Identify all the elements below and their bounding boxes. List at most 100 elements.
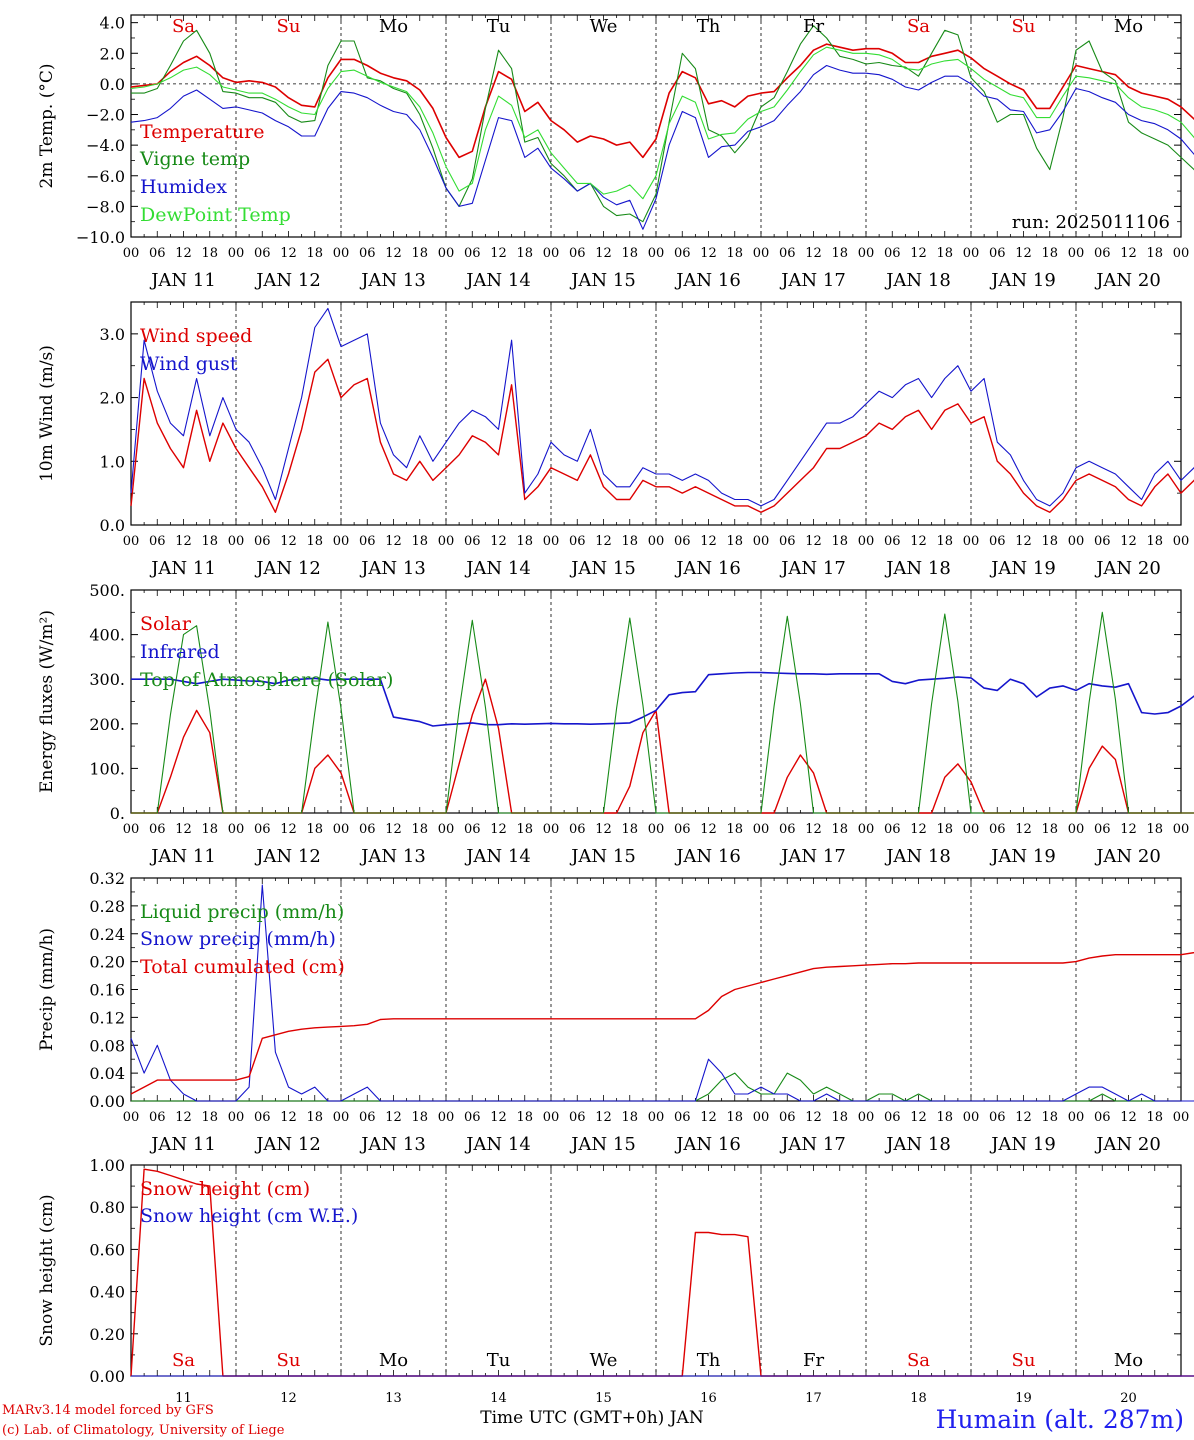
day-label: JAN 17: [779, 270, 846, 291]
panel-3: 0. 100. 200. 300. 400. 500. Energy fluxes (W/m…: [37, 581, 1194, 867]
day-label: JAN 18: [884, 558, 951, 579]
hour-tick-label: 06: [464, 246, 481, 261]
hour-tick-label: 12: [175, 534, 192, 549]
day-label: JAN 17: [779, 846, 846, 867]
weekday-label: Tu: [487, 1350, 511, 1371]
hour-tick-label: 12: [280, 822, 297, 837]
y-tick-label: 0.20: [89, 1325, 125, 1344]
day-label: JAN 11: [149, 1134, 216, 1155]
series-line: [130, 951, 1194, 1095]
hour-tick-label: 18: [1146, 246, 1163, 261]
hour-tick-label: 00: [333, 1110, 350, 1125]
day-number-label: 19: [1015, 1391, 1032, 1406]
day-number-label: 12: [280, 1391, 297, 1406]
y-tick-label: −2.0: [86, 106, 125, 125]
hour-tick-label: 00: [753, 822, 770, 837]
day-label: JAN 11: [149, 270, 216, 291]
hour-tick-label: 00: [963, 246, 980, 261]
hour-tick-label: 12: [910, 1110, 927, 1125]
hour-tick-label: 12: [595, 1110, 612, 1125]
hour-tick-label: 06: [884, 246, 901, 261]
hour-tick-label: 00: [438, 822, 455, 837]
y-axis-label: 2m Temp. (°C): [37, 63, 57, 188]
plot-frame: [130, 301, 1182, 526]
hour-tick-label: 00: [438, 534, 455, 549]
weekday-label: Sa: [907, 16, 930, 37]
day-label: JAN 13: [359, 270, 426, 291]
station-label: Humain (alt. 287m): [936, 1405, 1184, 1434]
y-tick-label: 2.0: [100, 389, 125, 408]
plot-frame: [130, 589, 1182, 814]
panel-2: 0.0 1.0 2.0 3.0 10m Wind (m/s) Wind speed Wind…: [37, 301, 1194, 579]
y-tick-label: −10.0: [76, 228, 125, 247]
hour-tick-label: 12: [175, 1110, 192, 1125]
hour-tick-label: 18: [831, 534, 848, 549]
weekday-label: Th: [697, 1350, 721, 1371]
day-label: JAN 12: [254, 558, 321, 579]
day-label: JAN 15: [569, 1134, 636, 1155]
hour-tick-label: 00: [648, 534, 665, 549]
hour-tick-label: 18: [306, 534, 323, 549]
hour-tick-label: 18: [411, 246, 428, 261]
hour-tick-label: 12: [595, 534, 612, 549]
hour-tick-label: 06: [464, 822, 481, 837]
hour-tick-label: 00: [753, 534, 770, 549]
hour-tick-label: 18: [1146, 534, 1163, 549]
day-label: JAN 13: [359, 1134, 426, 1155]
day-label: JAN 19: [989, 846, 1056, 867]
day-label: JAN 18: [884, 270, 951, 291]
hour-tick-label: 00: [1068, 1110, 1085, 1125]
day-label: JAN 16: [674, 846, 741, 867]
hour-tick-label: 12: [490, 534, 507, 549]
legend-entry: Total cumulated (cm): [140, 956, 345, 978]
hour-tick-label: 00: [1068, 246, 1085, 261]
footer-model: MARv3.14 model forced by GFS: [2, 1403, 214, 1418]
hour-tick-label: 12: [385, 822, 402, 837]
hour-tick-label: 00: [858, 1110, 875, 1125]
day-number-label: 13: [385, 1391, 402, 1406]
hour-tick-label: 00: [123, 534, 140, 549]
hour-tick-label: 12: [910, 822, 927, 837]
panel-1: −10.0 −8.0 −6.0 −4.0 −2.0 0.0 2.0 4.0 2m Temp. (…: [37, 14, 1194, 291]
legend-entry: Solar: [140, 613, 192, 635]
hour-tick-label: 06: [359, 822, 376, 837]
day-label: JAN 14: [464, 558, 531, 579]
hour-tick-label: 00: [228, 1110, 245, 1125]
panel-4: 0.00 0.04 0.08 0.12 0.16 0.20 0.24 0.28 0.32 Prec…: [37, 869, 1194, 1155]
day-label: JAN 15: [569, 270, 636, 291]
hour-tick-label: 00: [648, 1110, 665, 1125]
hour-tick-label: 12: [490, 822, 507, 837]
hour-tick-label: 06: [464, 1110, 481, 1125]
day-label: JAN 17: [779, 558, 846, 579]
hour-tick-label: 00: [333, 822, 350, 837]
hour-tick-label: 12: [910, 246, 927, 261]
hour-tick-label: 06: [254, 534, 271, 549]
y-tick-label: 0.12: [89, 1008, 125, 1027]
hour-tick-label: 06: [1094, 1110, 1111, 1125]
y-tick-label: 3.0: [100, 325, 125, 344]
hour-tick-label: 06: [254, 1110, 271, 1125]
day-label: JAN 18: [884, 846, 951, 867]
day-label: JAN 16: [674, 558, 741, 579]
hour-tick-label: 18: [516, 822, 533, 837]
hour-tick-label: 12: [280, 534, 297, 549]
hour-tick-label: 00: [1173, 534, 1190, 549]
day-label: JAN 14: [464, 1134, 531, 1155]
hour-tick-label: 06: [569, 534, 586, 549]
day-label: JAN 19: [989, 1134, 1056, 1155]
hour-tick-label: 06: [674, 246, 691, 261]
y-tick-label: 400.: [89, 626, 125, 645]
hour-tick-label: 18: [201, 822, 218, 837]
weekday-label: Sa: [172, 16, 195, 37]
day-label: JAN 20: [1094, 846, 1161, 867]
hour-tick-label: 18: [411, 1110, 428, 1125]
legend-entry: Temperature: [140, 121, 264, 143]
weekday-label: Su: [277, 1350, 301, 1371]
hour-tick-label: 06: [674, 534, 691, 549]
hour-tick-label: 06: [989, 822, 1006, 837]
hour-tick-label: 18: [201, 246, 218, 261]
y-axis-label: Snow height (cm): [37, 1194, 57, 1346]
hour-tick-label: 00: [858, 822, 875, 837]
hour-tick-label: 00: [963, 534, 980, 549]
y-tick-label: 1.00: [89, 1156, 125, 1175]
